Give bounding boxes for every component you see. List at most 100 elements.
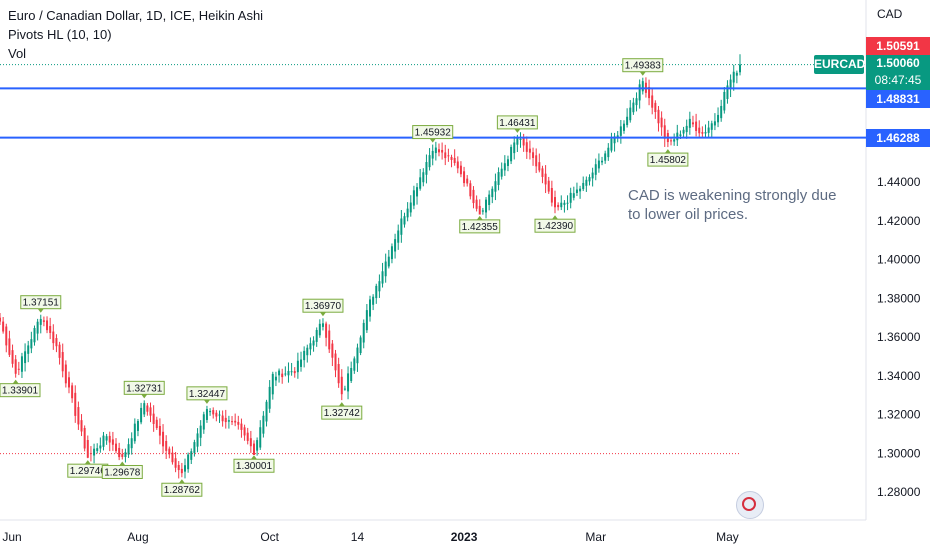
legend-indicator[interactable]: Pivots HL (10, 10) — [8, 27, 112, 42]
candle-body — [5, 326, 8, 346]
candle-body — [0, 317, 1, 322]
candle-body — [732, 71, 735, 83]
candle-body — [397, 230, 400, 243]
candle-body — [124, 452, 127, 458]
chart-annotation[interactable]: CAD is weakening strongly due to lower o… — [628, 187, 837, 223]
candle-body — [146, 405, 149, 412]
candle-body — [469, 183, 472, 197]
candle-body — [205, 409, 208, 420]
candle-body — [519, 138, 522, 140]
candle-body — [710, 123, 713, 130]
pivot-pointer — [141, 394, 148, 399]
candle-body — [162, 431, 165, 447]
candle-body — [547, 180, 550, 192]
candle-body — [231, 421, 234, 423]
candle-body — [406, 208, 409, 218]
candle-body — [199, 425, 202, 438]
candle-body — [384, 261, 387, 277]
y-tick-label: 1.36000 — [877, 330, 921, 344]
candle-body — [635, 98, 638, 106]
candle-body — [485, 199, 488, 213]
candle-body — [224, 417, 227, 423]
candle-body — [419, 177, 422, 189]
candle-body — [522, 138, 525, 146]
pivot-pointer — [178, 479, 185, 484]
candle-body — [30, 339, 33, 349]
tradingview-logo-icon[interactable] — [736, 491, 764, 519]
candle-body — [528, 148, 531, 153]
candle-body — [187, 454, 190, 470]
pivot-label: 1.33901 — [0, 379, 41, 398]
candle-body — [670, 140, 673, 142]
level-bottom-badge: 1.46288 — [866, 129, 930, 147]
candle-body — [516, 137, 519, 145]
candle-body — [648, 86, 651, 99]
candle-body — [707, 127, 710, 133]
candle-body — [71, 385, 74, 399]
candle-body — [36, 321, 39, 334]
candle-body — [83, 427, 86, 449]
candle-body — [52, 331, 55, 344]
candle-body — [325, 323, 328, 338]
candle-body — [723, 91, 726, 111]
candle-body — [679, 134, 682, 137]
candle-body — [525, 142, 528, 152]
candle-body — [290, 371, 293, 373]
candle-body — [127, 444, 130, 455]
pivot-pointer — [37, 308, 44, 313]
candle-body — [265, 401, 268, 422]
candle-body — [381, 271, 384, 284]
candle-body — [158, 425, 161, 436]
candle-body — [218, 414, 221, 416]
candle-body — [532, 152, 535, 158]
currency-label: CAD — [877, 7, 903, 21]
candle-body — [209, 411, 212, 413]
candle-body — [481, 210, 484, 212]
candle-body — [262, 415, 265, 434]
candle-body — [673, 139, 676, 142]
candle-body — [105, 436, 108, 441]
candle-body — [456, 161, 459, 169]
candle-body — [347, 373, 350, 392]
candle-body — [202, 414, 205, 430]
candle-body — [390, 246, 393, 260]
x-tick-label: Oct — [260, 530, 279, 544]
candle-body — [450, 156, 453, 160]
candle-body — [340, 376, 343, 395]
legend-volume[interactable]: Vol — [8, 46, 27, 61]
candle-body — [190, 451, 193, 460]
pivot-label: 1.45802 — [647, 149, 689, 167]
candle-body — [704, 132, 707, 134]
pivot-pointer — [664, 149, 671, 154]
y-tick-label: 1.28000 — [877, 485, 921, 499]
pivot-label-text: 1.29746 — [70, 466, 107, 477]
candle-body — [259, 427, 262, 448]
candle-body — [274, 376, 277, 381]
pivot-label: 1.46431 — [496, 115, 538, 133]
pivot-label: 1.29678 — [101, 461, 143, 479]
pivot-label-text: 1.42355 — [462, 222, 499, 233]
candle-body — [74, 392, 77, 416]
candle-body — [240, 423, 243, 430]
pivot-label-text: 1.33901 — [2, 386, 39, 397]
pivot-label-text: 1.32447 — [189, 389, 226, 400]
candle-body — [168, 448, 171, 455]
candle-body — [306, 347, 309, 356]
candle-body — [212, 410, 215, 415]
pivot-pointer — [319, 312, 326, 317]
pivot-pointer — [12, 379, 19, 384]
y-tick-label: 1.44000 — [877, 175, 921, 189]
candle-body — [149, 407, 152, 416]
candle-body — [152, 413, 155, 424]
candle-body — [572, 193, 575, 198]
candle-body — [312, 340, 315, 346]
x-tick-label: Jun — [2, 530, 21, 544]
candle-body — [328, 330, 331, 350]
pivot-label-text: 1.29678 — [104, 467, 141, 478]
candle-body — [425, 162, 428, 175]
candle-body — [24, 351, 27, 364]
candle-body — [478, 205, 481, 215]
candle-body — [102, 435, 105, 447]
candle-body — [463, 171, 466, 184]
